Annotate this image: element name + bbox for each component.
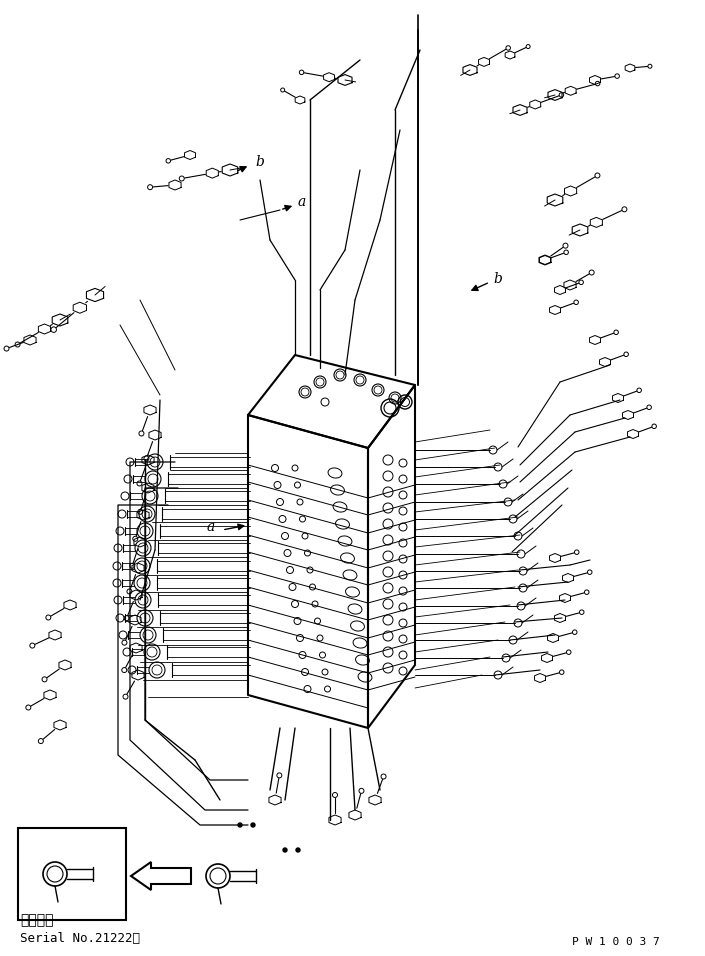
Bar [18, 828, 126, 920]
Text: b: b [255, 155, 264, 169]
Text: 適用号機: 適用号機 [20, 913, 54, 927]
Text: Serial No.21222～: Serial No.21222～ [20, 931, 140, 945]
Circle shape [296, 848, 300, 852]
Text: b: b [493, 272, 502, 286]
Circle shape [283, 848, 287, 852]
Polygon shape [131, 862, 191, 890]
Circle shape [251, 823, 255, 827]
Text: P W 1 0 0 3 7: P W 1 0 0 3 7 [572, 937, 660, 947]
Text: a: a [298, 195, 306, 209]
Text: a: a [207, 520, 215, 534]
Circle shape [238, 823, 242, 827]
